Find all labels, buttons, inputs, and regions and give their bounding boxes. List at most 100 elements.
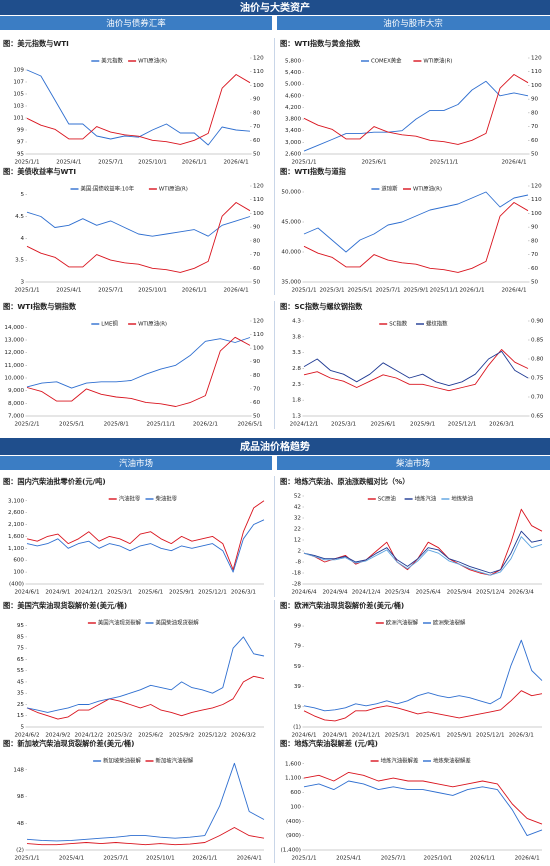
y2-tick-label: 120 [253,184,264,190]
y-tick-label: 9,000 [8,388,24,394]
y-tick-label: (1) [293,725,301,731]
legend-label: 美国:国债收益率:10年 [81,185,135,193]
series-line [26,675,265,720]
series-line [303,202,529,273]
x-tick-label: 2026/3/1 [489,422,515,428]
column-banner [277,456,550,470]
y2-tick-label: 0.70 [531,395,544,401]
y-tick-label: 95 [17,152,25,158]
section-title: 成品油价格趋势 [240,440,310,453]
chart-title: 图：WTI指数与铜指数 [3,302,77,311]
y-tick-label: 97 [17,140,25,146]
y-tick-label: 148 [13,767,24,773]
y-tick-label: (900) [286,833,301,839]
series-line [26,337,251,389]
y-tick-label: 109 [13,68,24,74]
y-tick-label: 2.8 [292,366,301,372]
y2-tick-label: 0.65 [531,414,544,420]
series-line [303,780,543,837]
y-tick-label: 1,100 [285,776,301,782]
y-tick-label: 10,000 [4,376,24,382]
y-tick-label: 3.5 [15,258,24,264]
y2-tick-label: 120 [531,56,542,62]
series-line [26,636,265,713]
y2-tick-label: 50 [253,280,261,286]
y-tick-label: 100 [290,804,301,810]
series-line [303,508,543,576]
column-title: 柴油市场 [396,458,430,469]
chart-title: 图：地炼汽柴油、原油涨跌幅对比（%） [280,477,409,486]
series-line [26,827,265,846]
chart-title: 图：美国汽柴油现货裂解价差(美元/桶) [3,601,127,610]
series-line [303,536,543,576]
x-tick-label: 2025/9/1 [403,288,429,294]
y-tick-label: (2) [16,848,24,854]
x-tick-label: 2025/6/1 [361,160,387,166]
y-tick-label: 14,000 [4,325,24,331]
y-tick-label: 22 [294,527,301,533]
series-line [26,762,265,842]
y-tick-label: 50,000 [281,190,301,196]
y-tick-label: 3,000 [285,140,301,146]
y2-tick-label: 110 [531,69,542,75]
y2-tick-label: 110 [253,69,264,75]
x-tick-label: 2025/3/1 [331,422,357,428]
series-line [26,211,251,237]
x-tick-label: 2026/3/1 [509,733,535,739]
x-tick-label: 2025/1/1 [291,856,317,862]
y2-tick-label: 80 [253,110,261,116]
y-tick-label: 2,100 [8,522,24,528]
y-tick-label: 101 [13,116,24,122]
y-tick-label: 4,200 [285,105,301,111]
x-tick-label: 2025/10/1 [138,160,167,166]
y-tick-label: 2,600 [285,152,301,158]
y-tick-label: 95 [17,623,25,629]
y-tick-label: 12 [294,538,301,544]
x-tick-label: 2025/9/1 [447,733,473,739]
y-tick-label: 2,600 [8,510,24,516]
y2-tick-label: 70 [253,386,261,392]
section-title: 油价与大类资产 [240,1,310,14]
x-tick-label: 2025/6/1 [138,590,164,596]
y2-tick-label: 100 [253,83,264,89]
y2-tick-label: 90 [253,225,261,231]
legend-label: 螺纹指数 [426,320,448,328]
y-tick-label: 1,100 [8,546,24,552]
x-tick-label: 2025/7/1 [103,856,129,862]
y-tick-label: 35 [17,691,25,697]
x-tick-label: 2026/5/1 [237,422,263,428]
x-tick-label: 2025/9/4 [447,590,473,596]
x-tick-label: 2025/2/1 [14,422,40,428]
y-tick-label: 39 [294,684,302,690]
y-tick-label: 5,400 [285,70,301,76]
x-tick-label: 2025/1/1 [14,856,40,862]
series-line [26,202,251,273]
x-tick-label: 2025/4/1 [56,288,82,294]
series-line [26,74,251,145]
y-tick-label: 35,000 [281,280,301,286]
y2-tick-label: 90 [253,359,261,365]
y2-tick-label: 50 [531,152,539,158]
x-tick-label: 2024/9/4 [322,590,348,596]
x-tick-label: 2024/9/1 [322,733,348,739]
legend-label: WTI原油(R) [413,185,442,193]
legend-label: SC指数 [389,320,408,328]
series-line [26,519,265,573]
legend-label: WTI原油(R) [138,57,167,65]
x-tick-label: 2024/12/1 [290,422,319,428]
y2-tick-label: 60 [531,266,539,272]
chart-title: 图：WTI指数与黄金指数 [280,39,361,48]
x-tick-label: 2024/6/2 [14,733,39,739]
y-tick-label: 8,000 [8,401,24,407]
y2-tick-label: 80 [531,110,539,116]
x-tick-label: 2025/7/1 [381,856,407,862]
y-tick-label: 100 [13,570,24,576]
y2-tick-label: 100 [253,211,264,217]
x-tick-label: 2026/2/1 [193,422,219,428]
y2-tick-label: 100 [531,211,542,217]
chart-title: 图：新加坡汽柴油现货裂解价差(美元/桶) [3,739,134,748]
column-banner [0,16,272,30]
section-banner [0,0,550,15]
y-tick-label: 48 [17,821,25,827]
x-tick-label: 2026/1/1 [182,160,208,166]
